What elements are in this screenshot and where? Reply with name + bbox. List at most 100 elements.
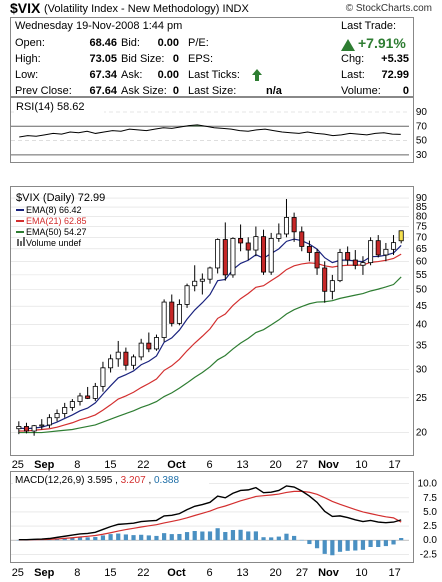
price-tick-label: 65 [416,244,428,255]
macd-hist-bar [292,535,297,541]
macd-hist-bar [16,539,21,541]
up-triangle-icon [341,39,355,51]
macd-hist-bar [230,530,236,541]
candle [31,424,37,436]
candle [85,386,91,400]
x-tick-label: 15 [104,459,116,471]
x-tick-label: 8 [74,567,80,579]
ask-label: Ask: [121,69,143,81]
candle [375,235,381,258]
ema50-legend: EMA(50) 54.27 [26,227,87,237]
macd-hist-bar [284,533,289,541]
x-tick-label: 27 [296,567,308,579]
macd-hist-bar [345,540,350,551]
rsi-tick-label: 30 [416,150,428,161]
macd-title-bg [13,474,209,486]
prev-close-value: 67.64 [89,85,117,97]
macd-title: MACD(12,26,9) [15,475,84,486]
price-tick-label: 25 [416,393,428,404]
macd-hist-bar [146,535,151,541]
price-title: $VIX (Daily) 72.99 [16,192,105,204]
rsi-tick-label: 90 [416,107,428,118]
chg-label: Chg: [341,53,365,65]
candle [108,354,114,373]
x-tick-label: 22 [137,567,149,579]
macd-line [18,485,402,541]
bid-value: 0.00 [157,37,179,49]
candle [16,421,22,435]
price-tick-label: 55 [416,270,428,281]
candle [131,354,137,370]
x-tick-label: 22 [137,459,149,471]
x-tick-label: Nov [318,459,340,471]
candle [398,230,404,244]
volume-legend-icon [17,237,25,246]
macd-tick-label: 5.0 [423,507,437,518]
candle [115,340,121,367]
macd-hist-bar [116,533,121,541]
macd-hist-bar [307,540,312,545]
price-tick-label: 35 [416,340,428,351]
candle [283,198,289,238]
candle [322,261,328,303]
macd-hist-bar [123,534,128,541]
price-panel: 20 25 30 35 40 45 50 55 60 65 70 75 80 85 90 $VIX (Dai… [10,186,427,456]
price-x-labels: 25 Sep 8 15 22 Oct 6 13 20 27 Nov 10 17 [12,459,401,471]
quote-box: Wednesday 19-Nov-2008 1:44 pm Open: 68.4… [10,17,414,97]
macd-chart: -2.5 0.0 2.5 5.0 7.5 10.0 MACD(12,26,9) 3.595… [11,474,438,560]
candle [360,256,366,275]
candle [161,299,167,342]
candle [184,283,190,308]
bid-size-value: 0 [172,53,179,65]
x-tick-label: Nov [318,567,340,579]
candle [192,265,198,292]
macd-hist-bar [100,535,106,541]
symbol: $VIX [10,0,41,16]
x-tick-label: 25 [12,459,24,471]
candle [245,237,251,261]
rsi-line [19,124,401,138]
macd-hist-value: 0.388 [154,475,179,486]
price-tick-label: 75 [416,222,428,233]
symbol-name: (Volatility Index - New Methodology) IND… [44,3,249,15]
stockcharts-logo[interactable]: © StockCharts.com [345,3,432,14]
macd-hist-bar [360,540,366,550]
price-tick-label: 70 [416,232,428,243]
macd-tick-label: -2.5 [420,549,438,560]
candle [230,237,236,278]
rsi-y-ticks: 30 50 70 90 [416,107,428,161]
price-legend: $VIX (Daily) 72.99 EMA(8) 66.42 EMA(21) … [16,192,105,248]
rsi-chart: 30 50 70 90 RSI(14) 58.62 [11,101,428,161]
symbol-description: (Volatility Index - New Methodology) [44,3,220,15]
uptick-arrow-icon [252,69,262,81]
candle [77,392,83,406]
macd-title-text: MACD(12,26,9) 3.595 , 3.207 , 0.388 [15,475,179,486]
x-tick-label: 13 [236,459,248,471]
candle [23,422,29,434]
candle [176,299,182,326]
last-size-value: n/a [266,85,282,97]
macd-hist-bar [192,530,197,541]
macd-hist-bar [177,533,182,541]
macd-hist-bar [368,540,373,547]
macd-histogram [16,528,404,556]
macd-signal-line [18,490,402,541]
ema8-legend: EMA(8) 66.42 [26,205,82,215]
ask-size-label: Ask Size: [121,85,167,97]
macd-tick-label: 2.5 [423,521,437,532]
price-tick-label: 60 [416,256,428,267]
macd-hist-bar [139,534,144,541]
price-tick-label: 40 [416,320,428,331]
candle [329,274,335,300]
x-tick-label: Sep [34,567,54,579]
candle [123,347,129,371]
candle [215,238,221,274]
macd-hist-bar [299,539,304,541]
bid-size-label: Bid Size: [121,53,165,65]
macd-hist-bar [353,540,358,551]
x-tick-label: 27 [296,459,308,471]
price-tick-label: 20 [416,428,428,439]
x-tick-label: 17 [388,459,400,471]
rsi-title-bg [14,101,104,113]
